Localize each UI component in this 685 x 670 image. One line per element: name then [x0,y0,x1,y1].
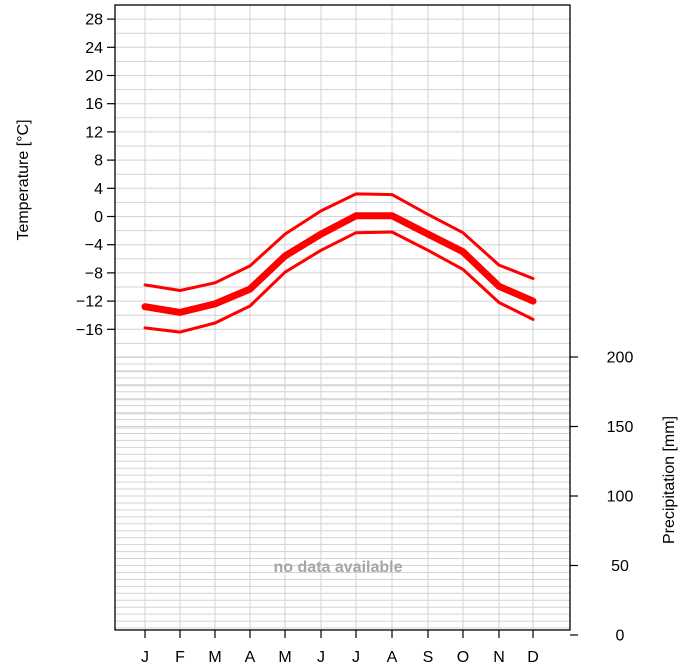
right-axis-title: Precipitation [mm] [661,416,678,544]
left-tick-label: 8 [94,153,103,170]
left-tick-label: 28 [85,12,103,29]
x-tick-label: M [208,649,221,666]
x-tick-label: J [317,649,325,666]
left-tick-label: −16 [76,322,103,339]
x-tick-label: D [527,649,539,666]
left-tick-label: −4 [85,237,103,254]
left-tick-label: −8 [85,265,103,282]
x-tick-label: M [278,649,291,666]
x-tick-label: J [352,649,360,666]
grid [115,4,570,630]
series-lines [141,192,537,334]
left-tick-label: 24 [85,40,103,57]
left-axis: 28 24 20 16 12 8 4 0 −4 −8 −12 −16 [76,12,115,339]
x-tick-label: S [423,649,434,666]
x-tick-label: N [493,649,505,666]
left-tick-label: 0 [94,209,103,226]
right-tick-label: 150 [607,419,634,436]
plot-frame [114,4,571,631]
right-tick-label: 200 [607,350,634,367]
right-tick-label: 100 [607,489,634,506]
left-tick-label: 12 [85,124,103,141]
left-axis-title: Temperature [°C] [15,119,32,240]
left-tick-label: −12 [76,294,103,311]
mean-temperature-line [141,212,537,316]
temperature-range-line [143,230,535,334]
right-tick-label: 50 [611,558,629,575]
x-tick-label: A [387,649,398,666]
left-tick-label: 20 [85,68,103,85]
x-tick-label: A [245,649,256,666]
x-tick-label: O [457,649,469,666]
x-tick-label: J [141,649,149,666]
right-tick-label: 0 [616,628,625,645]
no-data-note: no data available [274,559,403,576]
right-axis: 200 150 100 50 0 [570,350,633,645]
left-tick-label: 4 [94,181,103,198]
x-tick-label: F [175,649,185,666]
temperature-range-line [143,192,535,292]
left-tick-label: 16 [85,96,103,113]
